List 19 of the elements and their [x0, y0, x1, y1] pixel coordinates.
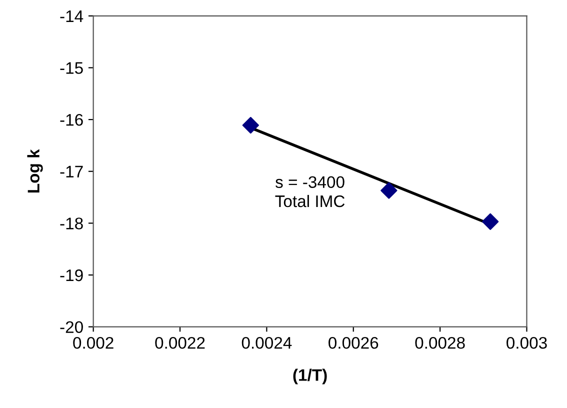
x-axis-title: (1/T) — [293, 368, 327, 384]
point — [482, 213, 499, 230]
x-tick-label: 0.0026 — [328, 336, 378, 349]
annotation: s = -3400 Total IMC — [275, 176, 345, 208]
x-tick-label: 0.0022 — [155, 336, 205, 349]
x-tick-label: 0.003 — [506, 336, 547, 349]
point — [380, 182, 398, 199]
point — [242, 116, 259, 134]
y-tick-label: -17 — [60, 166, 83, 178]
y-tick-label: -20 — [60, 321, 83, 334]
x-tick-label: 0.0028 — [415, 336, 465, 349]
y-tick-label: -16 — [60, 114, 83, 126]
y-tick-label: -18 — [60, 218, 83, 230]
y-tick-label: -15 — [60, 62, 83, 74]
x-tick-label: 0.0024 — [242, 336, 292, 349]
y-axis-title: Log k — [27, 149, 43, 192]
y-tick-label: -19 — [60, 269, 83, 282]
y-tick-label: -14 — [60, 10, 84, 22]
x-tick-label: 0.002 — [73, 336, 114, 349]
